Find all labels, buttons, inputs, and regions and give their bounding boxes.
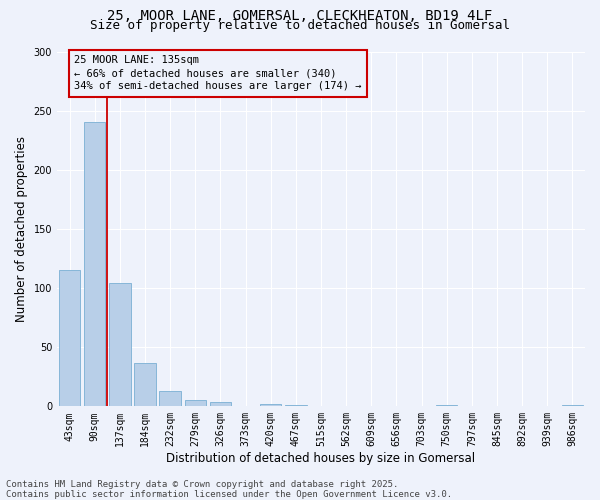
Bar: [160, 391, 181, 406]
Bar: [210, 402, 231, 406]
Text: 25 MOOR LANE: 135sqm
← 66% of detached houses are smaller (340)
34% of semi-deta: 25 MOOR LANE: 135sqm ← 66% of detached h…: [74, 55, 362, 92]
Text: Size of property relative to detached houses in Gomersal: Size of property relative to detached ho…: [90, 19, 510, 32]
Bar: [134, 362, 156, 406]
Bar: [59, 270, 80, 406]
Bar: [436, 405, 457, 406]
Bar: [285, 405, 307, 406]
Text: Contains HM Land Registry data © Crown copyright and database right 2025.
Contai: Contains HM Land Registry data © Crown c…: [6, 480, 452, 499]
Text: 25, MOOR LANE, GOMERSAL, CLECKHEATON, BD19 4LF: 25, MOOR LANE, GOMERSAL, CLECKHEATON, BD…: [107, 9, 493, 23]
Bar: [260, 404, 281, 406]
Bar: [109, 284, 131, 406]
Bar: [185, 400, 206, 406]
X-axis label: Distribution of detached houses by size in Gomersal: Distribution of detached houses by size …: [166, 452, 476, 465]
Bar: [562, 405, 583, 406]
Y-axis label: Number of detached properties: Number of detached properties: [15, 136, 28, 322]
Bar: [84, 122, 106, 406]
